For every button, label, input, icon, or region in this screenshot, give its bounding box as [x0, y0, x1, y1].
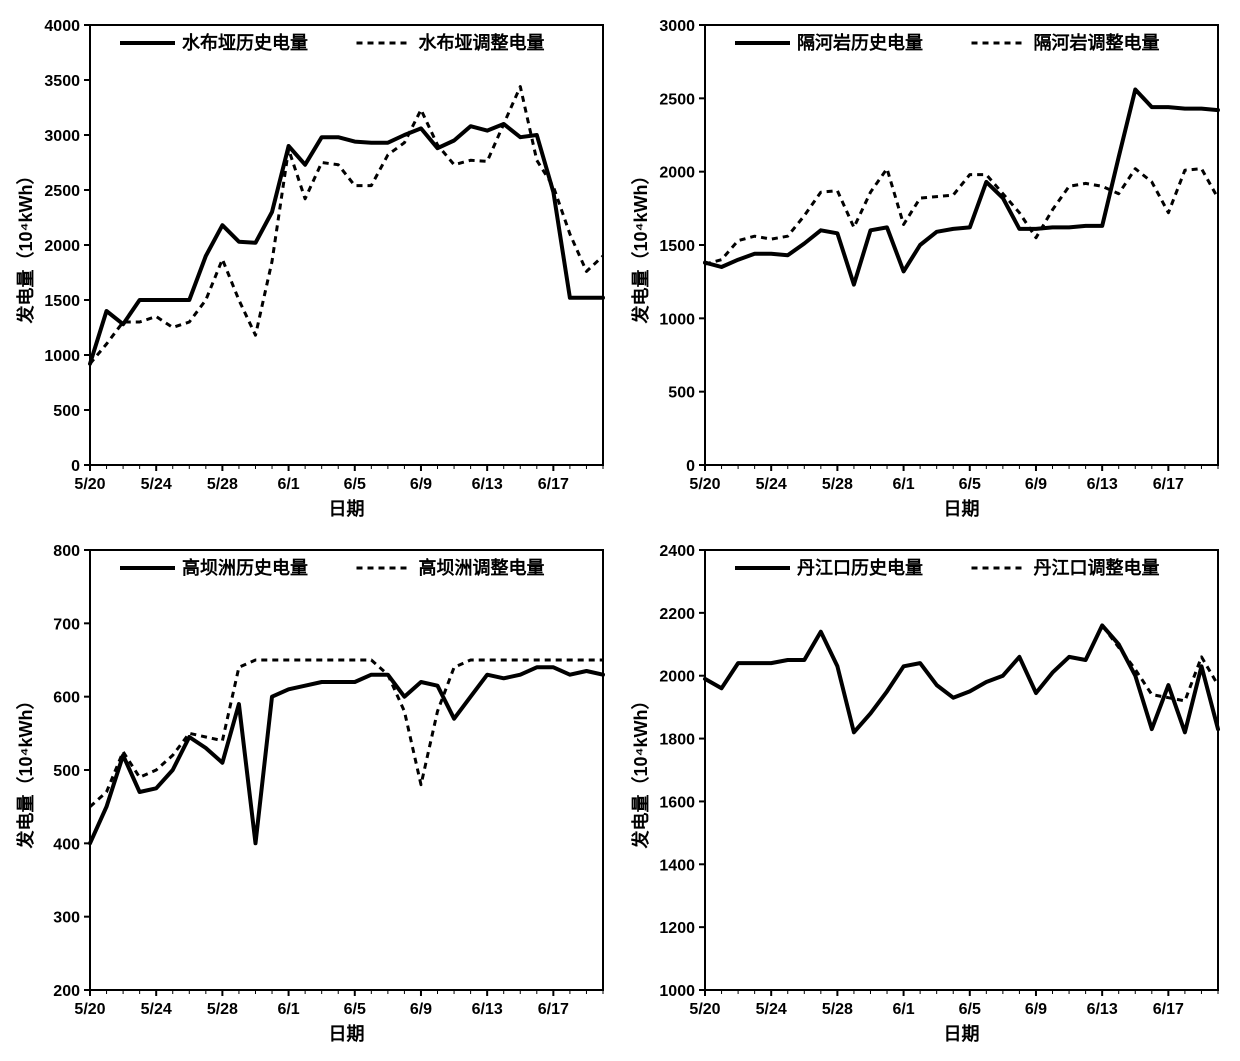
svg-text:500: 500 [668, 385, 695, 402]
x-axis-label: 日期 [329, 499, 365, 519]
y-axis-label: 发电量（10⁴kWh） [15, 692, 36, 850]
y-axis-label: 发电量（10⁴kWh） [630, 692, 651, 850]
svg-text:2000: 2000 [44, 238, 80, 255]
svg-text:6/1: 6/1 [277, 476, 299, 493]
series-historic [90, 667, 603, 843]
svg-text:5/24: 5/24 [756, 1001, 787, 1018]
svg-text:5/28: 5/28 [207, 1001, 238, 1018]
series-historic [90, 124, 603, 364]
x-axis-label: 日期 [944, 1024, 980, 1044]
legend-adjusted: 水布垭调整电量 [419, 32, 545, 53]
x-axis-label: 日期 [944, 499, 980, 519]
svg-text:5/24: 5/24 [756, 476, 787, 493]
y-axis-label: 发电量（10⁴kWh） [15, 167, 36, 325]
svg-text:6/9: 6/9 [1025, 1001, 1047, 1018]
series-historic [705, 90, 1218, 285]
svg-text:6/5: 6/5 [959, 476, 981, 493]
svg-text:2500: 2500 [44, 183, 80, 200]
svg-text:6/17: 6/17 [1153, 1001, 1184, 1018]
svg-text:3000: 3000 [659, 18, 695, 35]
chart-gaobazhou: 200 300 400 500 600 700 800 5/20 5/24 5/28 6/1 6/5 6… [10, 535, 615, 1050]
svg-text:1000: 1000 [659, 983, 695, 1000]
svg-text:6/1: 6/1 [892, 1001, 914, 1018]
series-historic [705, 625, 1218, 732]
svg-text:2400: 2400 [659, 543, 695, 560]
svg-text:6/5: 6/5 [344, 476, 366, 493]
y-axis-label: 发电量（10⁴kWh） [630, 167, 651, 325]
svg-text:6/1: 6/1 [277, 1001, 299, 1018]
legend-adjusted: 高坝洲调整电量 [419, 557, 545, 578]
legend-historic: 丹江口历史电量 [797, 557, 923, 578]
series-adjusted [90, 87, 603, 364]
svg-text:200: 200 [53, 983, 80, 1000]
series-adjusted [705, 169, 1218, 264]
svg-text:6/1: 6/1 [892, 476, 914, 493]
svg-text:5/20: 5/20 [689, 476, 720, 493]
svg-text:6/17: 6/17 [538, 476, 569, 493]
svg-text:1400: 1400 [659, 857, 695, 874]
svg-text:1000: 1000 [659, 311, 695, 328]
svg-text:6/9: 6/9 [410, 476, 432, 493]
svg-text:6/13: 6/13 [472, 476, 503, 493]
svg-text:300: 300 [53, 910, 80, 927]
svg-text:1200: 1200 [659, 920, 695, 937]
svg-text:5/24: 5/24 [141, 476, 172, 493]
svg-text:2500: 2500 [659, 91, 695, 108]
series-adjusted [705, 625, 1218, 732]
svg-text:6/5: 6/5 [959, 1001, 981, 1018]
svg-text:5/28: 5/28 [207, 476, 238, 493]
svg-text:2000: 2000 [659, 669, 695, 686]
svg-text:1800: 1800 [659, 732, 695, 749]
legend-historic: 高坝洲历史电量 [182, 557, 308, 578]
svg-text:1600: 1600 [659, 794, 695, 811]
svg-text:5/20: 5/20 [689, 1001, 720, 1018]
svg-text:5/28: 5/28 [822, 476, 853, 493]
svg-text:6/13: 6/13 [472, 1001, 503, 1018]
svg-text:800: 800 [53, 543, 80, 560]
svg-text:5/20: 5/20 [74, 1001, 105, 1018]
svg-text:400: 400 [53, 836, 80, 853]
svg-text:6/17: 6/17 [1153, 476, 1184, 493]
svg-text:1500: 1500 [659, 238, 695, 255]
x-axis-label: 日期 [329, 1024, 365, 1044]
legend-adjusted: 隔河岩调整电量 [1034, 32, 1160, 53]
legend-historic: 水布垭历史电量 [182, 32, 308, 53]
svg-text:4000: 4000 [44, 18, 80, 35]
svg-text:6/17: 6/17 [538, 1001, 569, 1018]
svg-text:0: 0 [71, 458, 80, 475]
svg-text:0: 0 [686, 458, 695, 475]
svg-text:700: 700 [53, 616, 80, 633]
svg-text:6/9: 6/9 [410, 1001, 432, 1018]
svg-text:3000: 3000 [44, 128, 80, 145]
svg-text:500: 500 [53, 763, 80, 780]
svg-text:3500: 3500 [44, 73, 80, 90]
svg-text:2000: 2000 [659, 165, 695, 182]
svg-text:6/13: 6/13 [1087, 476, 1118, 493]
svg-text:5/28: 5/28 [822, 1001, 853, 1018]
legend-historic: 隔河岩历史电量 [797, 32, 923, 53]
svg-text:600: 600 [53, 690, 80, 707]
chart-grid: 050010001500200025003000350040005/205/24… [10, 10, 1230, 1050]
svg-text:6/9: 6/9 [1025, 476, 1047, 493]
svg-text:1500: 1500 [44, 293, 80, 310]
chart-danjiangkou: 1000 1200 1400 1600 1800 2000 2200 2400 5/20 5/24… [625, 535, 1230, 1050]
chart-shuibuya: 0 500 1000 1500 2000 2500 3000 3500 4000 5/20 5/24… [10, 10, 615, 525]
svg-text:5/24: 5/24 [141, 1001, 172, 1018]
svg-text:1000: 1000 [44, 348, 80, 365]
svg-text:6/5: 6/5 [344, 1001, 366, 1018]
chart-geheyan: 0 500 1000 1500 2000 2500 3000 5/20 5/24 5/28 6/1 6… [625, 10, 1230, 525]
svg-text:500: 500 [53, 403, 80, 420]
svg-text:2200: 2200 [659, 606, 695, 623]
svg-text:6/13: 6/13 [1087, 1001, 1118, 1018]
legend-adjusted: 丹江口调整电量 [1034, 557, 1160, 578]
svg-text:5/20: 5/20 [74, 476, 105, 493]
